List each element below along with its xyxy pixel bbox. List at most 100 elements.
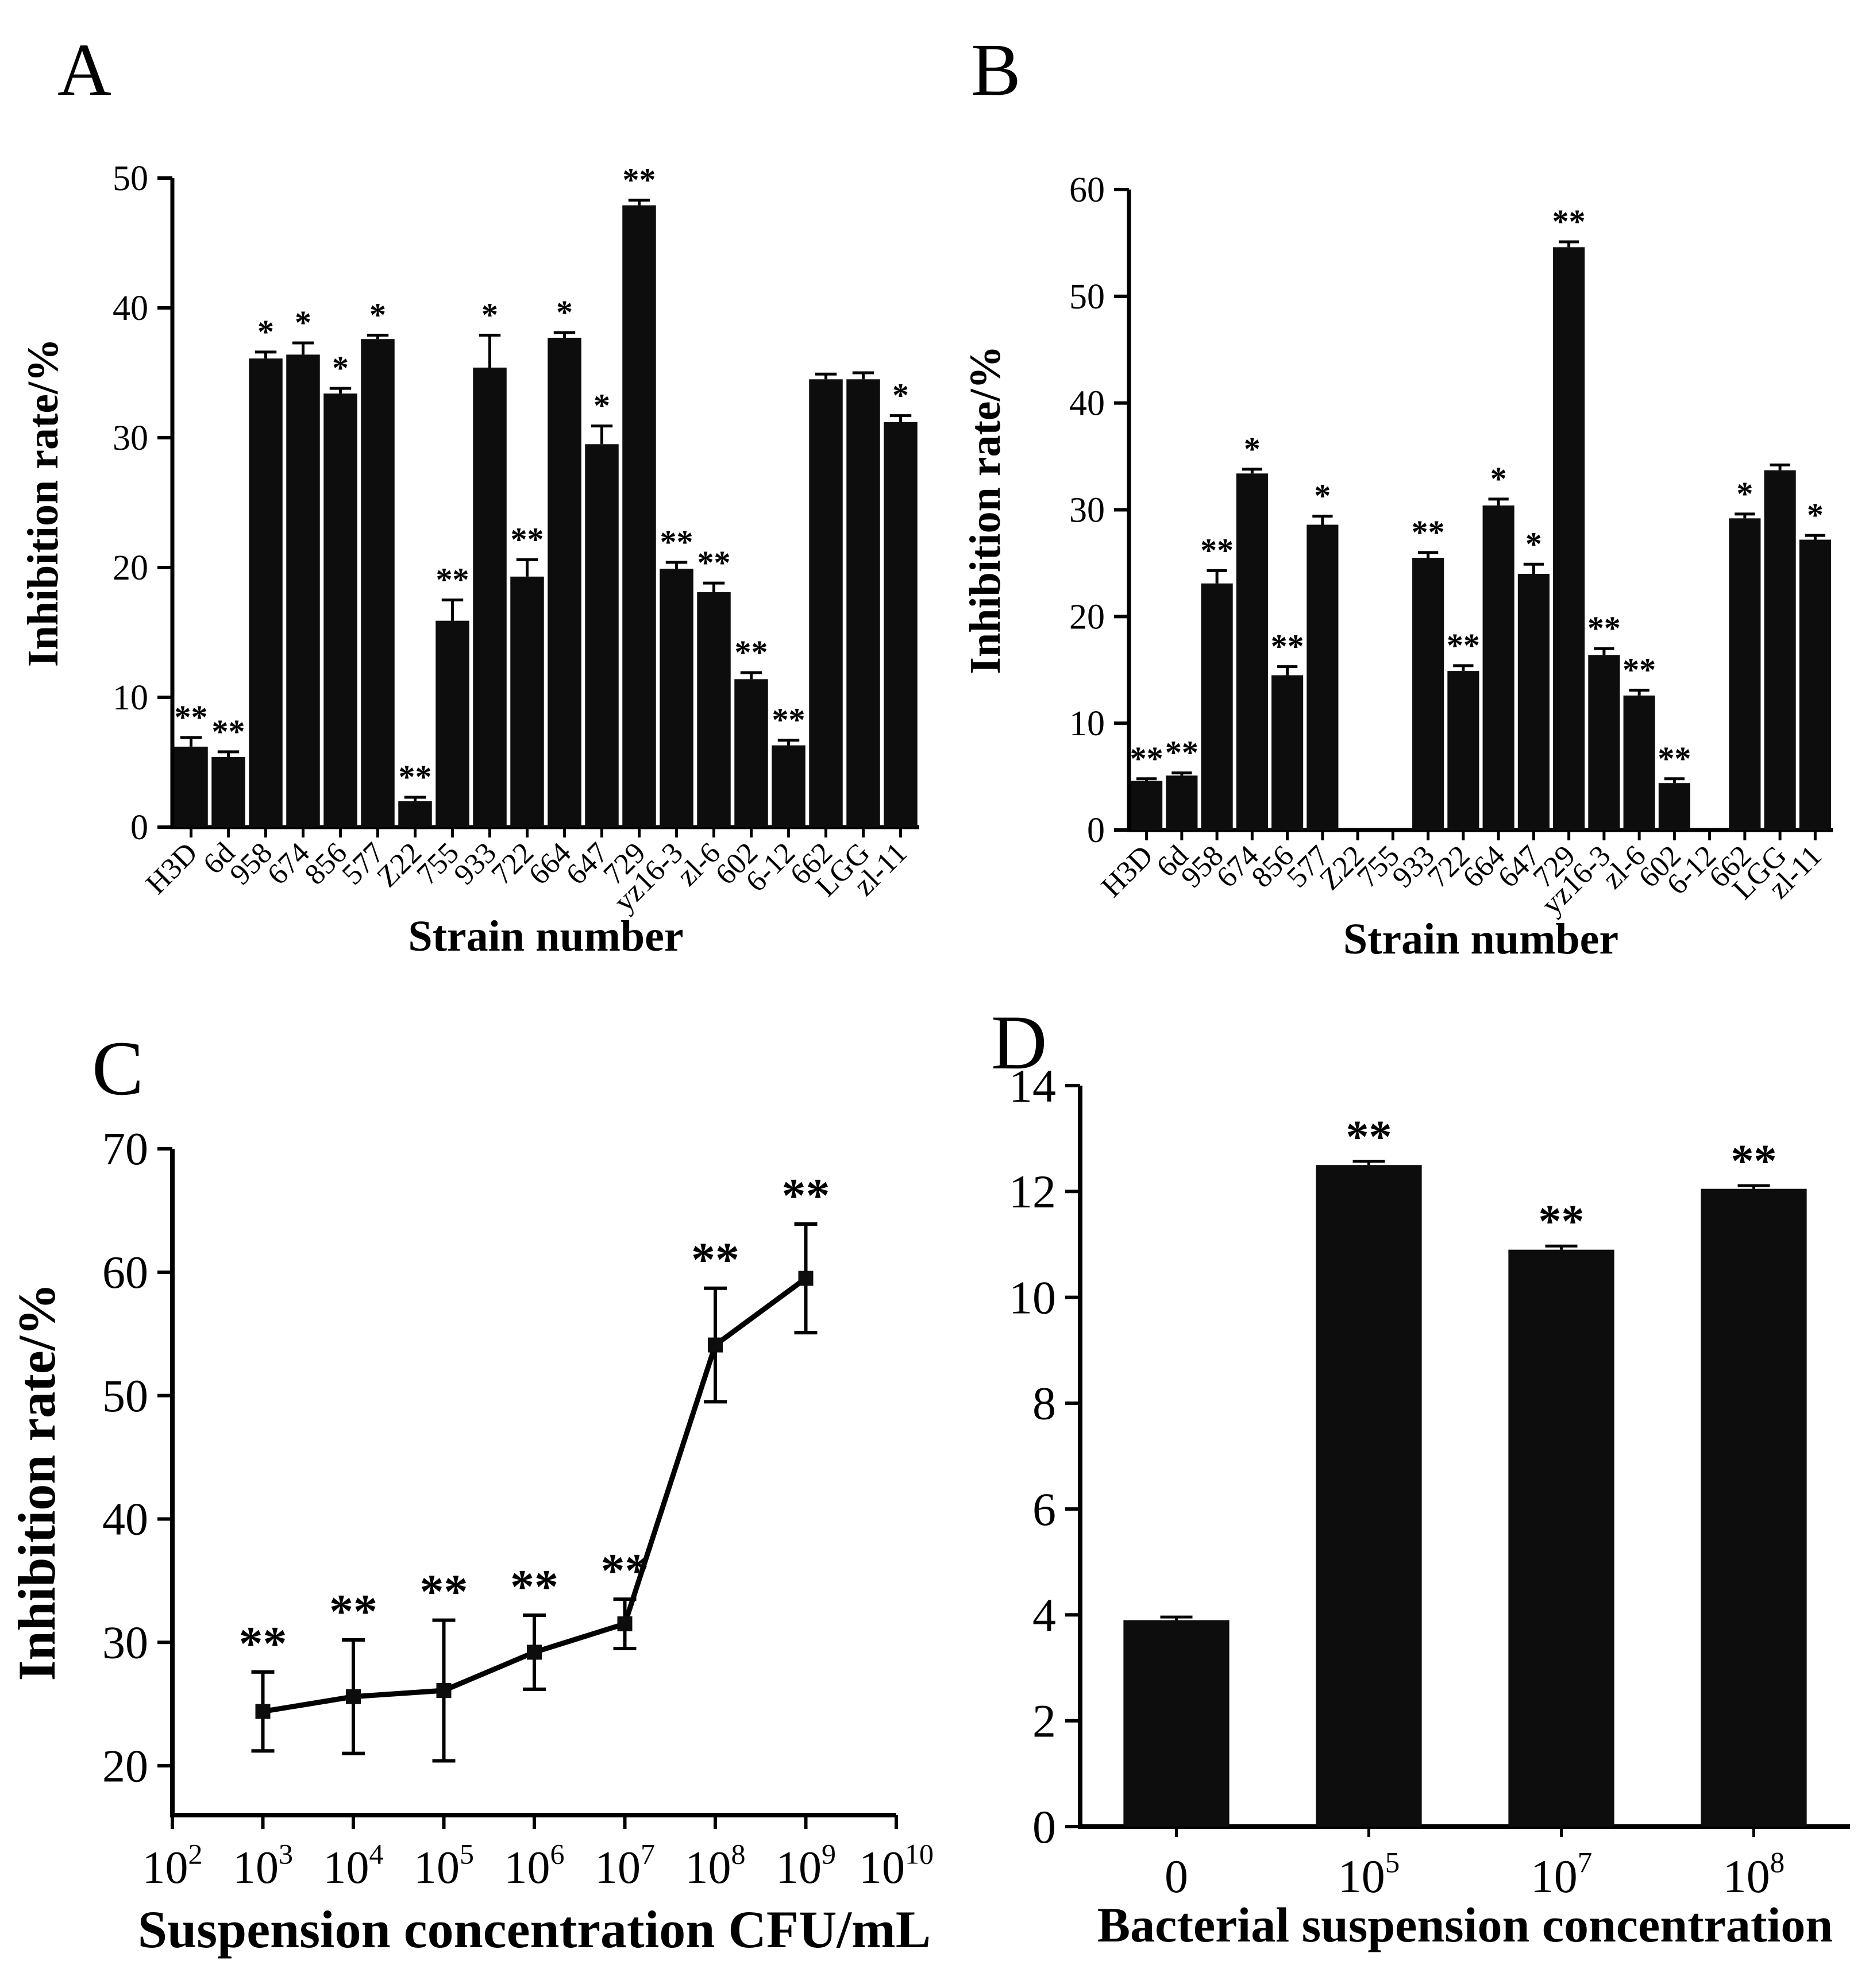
panel-A: A 0 10 20 30 40 50 Inhibition rate/% Strain numb… — [0, 0, 936, 976]
significance-marker: ** — [1200, 531, 1234, 569]
y-tick-label: 0 — [1032, 1801, 1056, 1853]
significance-marker: * — [257, 313, 274, 350]
y-tick-label: 20 — [102, 1741, 148, 1792]
sci-exponent: 10 — [905, 1838, 934, 1870]
x-tick-label: 107 — [1531, 1847, 1593, 1902]
bar-729 — [1553, 247, 1585, 831]
panel-B: B 0 10 20 30 40 50 60 Inhibition rate/% Strain nu… — [936, 0, 1873, 976]
y-tick-label: 0 — [130, 808, 148, 847]
panel-letter-d: D — [991, 1000, 1047, 1086]
bar-LGG — [1764, 470, 1796, 830]
sci-exponent: 5 — [460, 1838, 474, 1870]
panel-letter-a: A — [57, 29, 111, 111]
y-tick-label: 50 — [1069, 277, 1105, 316]
panel-letter-c: C — [92, 1026, 144, 1111]
y-tick-label: 2 — [1032, 1695, 1056, 1747]
bar-0 — [1123, 1620, 1230, 1827]
y-tick-label: 60 — [102, 1248, 148, 1298]
x-tick-label: H3D — [140, 836, 204, 901]
significance-marker: ** — [1731, 1136, 1777, 1187]
y-axis-label: Inhibition rate/% — [961, 345, 1009, 674]
y-tick-label: 30 — [113, 419, 148, 458]
sci-base: 10 — [323, 1843, 369, 1893]
bar-664 — [1482, 505, 1514, 830]
x-tick-label: 108 — [1723, 1847, 1785, 1902]
x-tick-label: 106 — [504, 1838, 565, 1893]
significance-marker: * — [1736, 475, 1753, 512]
significance-marker: ** — [1658, 740, 1691, 777]
data-point — [617, 1616, 633, 1632]
significance-marker: ** — [1447, 627, 1480, 664]
bar-664 — [548, 337, 581, 827]
bar-zl-6 — [697, 592, 731, 827]
bar-10^7 — [1508, 1249, 1614, 1827]
significance-marker: ** — [399, 758, 432, 796]
x-axis-label: Bacterial suspension concentration — [1097, 1897, 1833, 1952]
data-point — [255, 1704, 271, 1719]
bar-602 — [734, 679, 768, 827]
y-tick-label: 40 — [113, 289, 148, 328]
significance-marker: ** — [1623, 651, 1656, 689]
significance-marker: * — [593, 387, 610, 424]
significance-marker: ** — [1165, 734, 1198, 771]
bar-Z22 — [398, 801, 432, 827]
data-point — [346, 1689, 361, 1704]
sci-exponent: 5 — [1385, 1847, 1400, 1879]
x-tick-label-group: H3D — [140, 836, 204, 901]
sci-base: 10 — [595, 1843, 641, 1893]
sci-base: 10 — [859, 1843, 905, 1893]
bar-722 — [510, 576, 544, 827]
bar-yz16-3 — [1588, 655, 1620, 830]
panel-b-chart: B 0 10 20 30 40 50 60 Inhibition rate/% Strain nu… — [961, 29, 1833, 963]
significance-marker: * — [1807, 496, 1824, 534]
significance-marker: * — [1490, 460, 1507, 497]
sci-exponent: 8 — [1770, 1847, 1785, 1879]
bar-647 — [1517, 574, 1550, 830]
significance-marker: ** — [212, 713, 245, 750]
y-tick-label: 70 — [102, 1124, 148, 1175]
sci-exponent: 3 — [279, 1838, 293, 1870]
sci-base: 10 — [504, 1843, 550, 1893]
bar-933 — [473, 367, 507, 827]
x-axis-label: Strain number — [1343, 915, 1618, 963]
y-tick-label: 30 — [1069, 491, 1105, 530]
sci-base: 10 — [776, 1843, 822, 1893]
x-axis-label: Strain number — [408, 912, 683, 960]
y-tick-label: 10 — [1069, 704, 1105, 743]
sci-base: 10 — [233, 1843, 279, 1893]
x-tick-label: 1010 — [859, 1838, 934, 1893]
significance-marker: ** — [691, 1233, 739, 1287]
significance-marker: * — [556, 294, 573, 331]
y-axis-label-group: Inhibition rate/% — [7, 1283, 66, 1681]
y-tick-label: 40 — [102, 1495, 148, 1545]
data-point — [708, 1337, 723, 1353]
sci-base: 10 — [1723, 1850, 1770, 1902]
x-tick-label: 104 — [323, 1838, 384, 1893]
bar-755 — [436, 620, 469, 827]
bar-H3D — [1131, 781, 1163, 830]
significance-marker: * — [481, 296, 498, 333]
sci-exponent: 7 — [1578, 1847, 1593, 1879]
sci-base: 10 — [414, 1843, 460, 1893]
significance-marker: ** — [239, 1617, 287, 1670]
significance-marker: ** — [175, 698, 208, 736]
x-tick-label: 107 — [595, 1838, 655, 1893]
panel-C: C 20 30 40 50 60 70 Inhibition rate/% Suspension… — [0, 976, 936, 1988]
bar-933 — [1412, 558, 1444, 830]
x-tick-label: 102 — [142, 1838, 203, 1893]
sci-exponent: 2 — [188, 1838, 203, 1870]
y-tick-label: 12 — [1009, 1165, 1056, 1218]
significance-marker: ** — [1412, 514, 1445, 551]
bar-662 — [809, 379, 843, 827]
y-tick-label: 10 — [1009, 1271, 1056, 1323]
significance-marker: ** — [1130, 740, 1163, 777]
significance-marker: ** — [329, 1585, 377, 1638]
significance-marker: * — [892, 377, 909, 414]
significance-marker: ** — [1346, 1112, 1392, 1163]
significance-marker: * — [369, 296, 386, 333]
sci-base: 10 — [1531, 1850, 1578, 1902]
sci-base: 10 — [142, 1843, 188, 1893]
bar-958 — [249, 358, 283, 827]
